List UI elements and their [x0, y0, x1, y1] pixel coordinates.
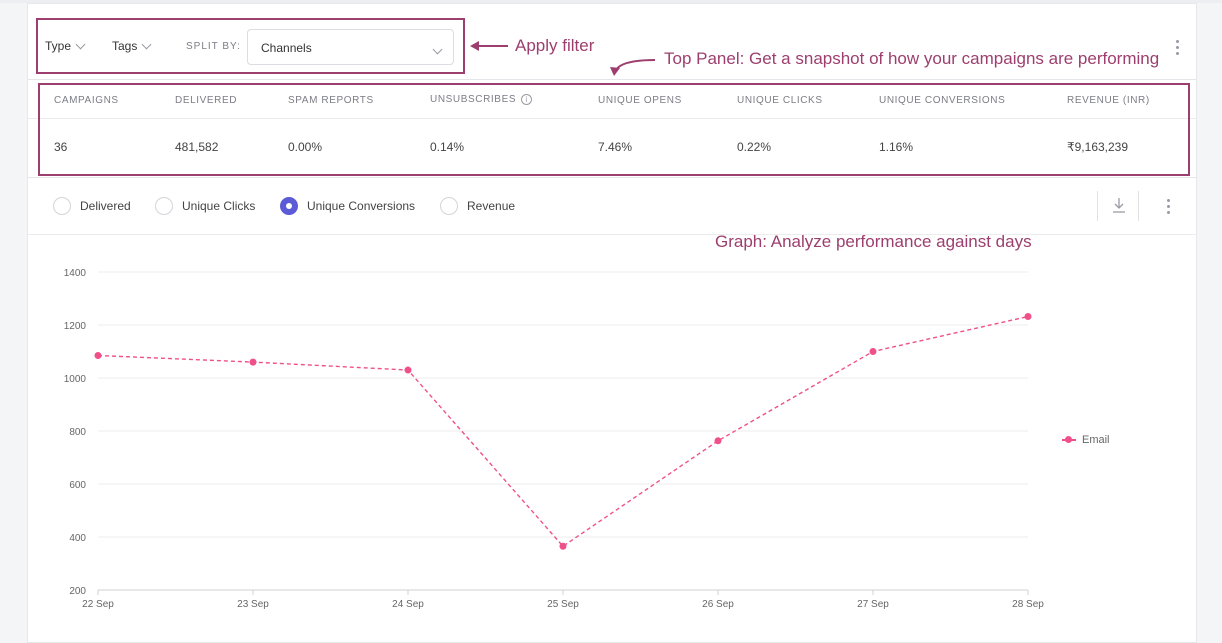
stat-header-campaigns: CAMPAIGNS	[54, 95, 119, 106]
stat-value-unique-opens: 7.46%	[598, 140, 633, 154]
download-icon[interactable]	[1112, 196, 1126, 214]
stat-value-campaigns: 36	[54, 140, 68, 154]
stat-value-unsubscribes: 0.14%	[430, 140, 465, 154]
annotation-graph-text: Graph: Analyze performance against days	[715, 232, 1032, 251]
legend-line-icon	[1062, 436, 1076, 443]
annotation-arrow-filter	[470, 41, 508, 51]
x-tick-label: 25 Sep	[547, 599, 579, 610]
split-by-value: Channels	[261, 41, 312, 55]
stat-header-unique-clicks: UNIQUE CLICKS	[737, 95, 823, 106]
more-options-icon[interactable]	[1176, 40, 1179, 55]
x-tick-label: 27 Sep	[857, 599, 889, 610]
stat-value-delivered: 481,582	[175, 140, 219, 154]
divider	[1138, 191, 1139, 221]
stat-header-unique-opens: UNIQUE OPENS	[598, 95, 682, 106]
split-by-select[interactable]: Channels	[247, 29, 454, 65]
radio-selected-icon	[280, 197, 298, 215]
x-tick-label: 23 Sep	[237, 599, 269, 610]
annotation-arrow-top-panel	[610, 59, 656, 76]
type-filter-label: Type	[45, 39, 72, 53]
chart-options-icon[interactable]	[1167, 199, 1170, 214]
metric-radio-unique-clicks[interactable]: Unique Clicks	[155, 197, 255, 215]
x-tick-label: 26 Sep	[702, 599, 734, 610]
metric-label: Delivered	[80, 199, 131, 213]
annotation-top-panel-box	[38, 83, 1190, 176]
y-tick-label: 800	[69, 427, 86, 438]
stat-header-spam: SPAM REPORTS	[288, 95, 374, 106]
annotation-arrows	[470, 41, 656, 76]
stat-value-spam: 0.00%	[288, 140, 323, 154]
radio-icon	[155, 197, 173, 215]
metric-label: Revenue	[467, 199, 516, 213]
line-chart: 200 400 600 800 1000 1200 1400 22 Sep 23 Sep 24 S…	[64, 268, 1045, 610]
annotation-filter-text: Apply filter	[515, 36, 595, 55]
radio-icon	[53, 197, 71, 215]
annotation-top-panel-text: Top Panel: Get a snapshot of how your ca…	[664, 49, 1160, 68]
metric-radio-delivered[interactable]: Delivered	[53, 197, 131, 215]
metric-radio-revenue[interactable]: Revenue	[440, 197, 515, 215]
metric-label: Unique Clicks	[182, 199, 256, 213]
stat-header-unique-conversions: UNIQUE CONVERSIONS	[879, 95, 1006, 106]
stat-header-delivered: DELIVERED	[175, 95, 238, 106]
y-tick-label: 600	[69, 480, 86, 491]
info-icon[interactable]: i	[521, 94, 533, 105]
metric-radio-unique-conversions[interactable]: Unique Conversions	[280, 197, 415, 215]
radio-icon	[440, 197, 458, 215]
type-filter[interactable]: Type	[45, 39, 86, 53]
data-point	[559, 542, 567, 550]
stat-header-revenue: REVENUE (INR)	[1067, 95, 1150, 106]
stat-header-unsubscribes: UNSUBSCRIBES i	[430, 94, 533, 105]
filter-bar: Type Tags SPLIT BY: Channels	[0, 0, 1222, 80]
y-tick-label: 200	[69, 586, 86, 597]
y-tick-label: 1000	[64, 374, 87, 385]
y-tick-label: 1400	[64, 268, 87, 279]
stat-value-revenue: ₹9,163,239	[1067, 140, 1129, 154]
x-tick-label: 28 Sep	[1012, 599, 1044, 610]
y-tick-label: 400	[69, 533, 86, 544]
top-divider	[0, 0, 1222, 3]
stat-value-unique-clicks: 0.22%	[737, 140, 772, 154]
tags-filter[interactable]: Tags	[112, 39, 152, 53]
stat-value-unique-conversions: 1.16%	[879, 140, 914, 154]
annotation-filter-box	[36, 18, 465, 74]
data-point	[869, 348, 877, 355]
data-point	[1024, 313, 1032, 321]
stat-header-unsubscribes-label: UNSUBSCRIBES	[430, 94, 517, 105]
divider	[1097, 191, 1098, 221]
y-tick-label: 1200	[64, 321, 87, 332]
x-tick-label: 24 Sep	[392, 599, 424, 610]
metric-selector: Delivered Unique Clicks Unique Conversio…	[28, 178, 1197, 235]
data-point	[714, 437, 722, 445]
metric-label: Unique Conversions	[307, 199, 416, 213]
split-by-label: SPLIT BY:	[186, 41, 241, 52]
stats-panel: CAMPAIGNS DELIVERED SPAM REPORTS UNSUBSC…	[28, 79, 1197, 178]
data-point	[249, 358, 257, 366]
data-point	[94, 351, 102, 359]
chart-legend[interactable]: Email	[1062, 434, 1110, 446]
stats-header-row: CAMPAIGNS DELIVERED SPAM REPORTS UNSUBSC…	[28, 80, 1197, 119]
x-tick-label: 22 Sep	[82, 599, 114, 610]
legend-label: Email	[1082, 434, 1110, 446]
data-point	[404, 366, 412, 374]
tags-filter-label: Tags	[112, 39, 138, 53]
